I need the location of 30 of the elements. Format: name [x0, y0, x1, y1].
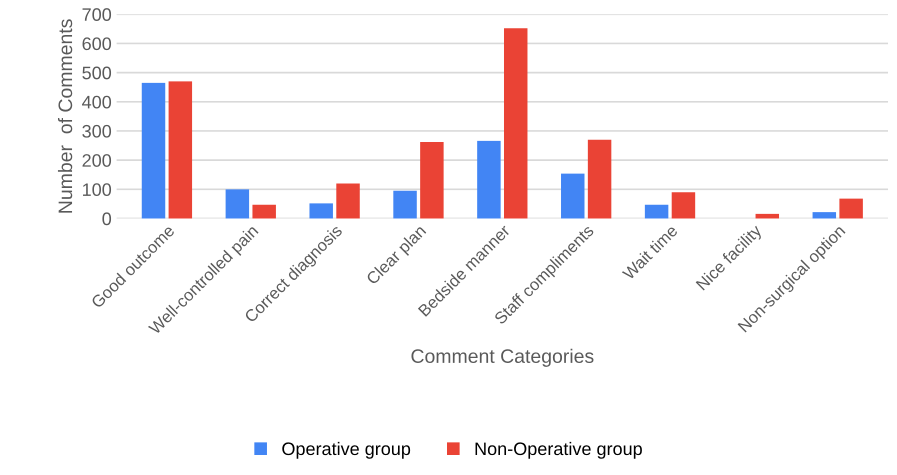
- y-tick-label: 600: [82, 37, 112, 50]
- y-tick-label: 700: [82, 8, 112, 21]
- bar: [588, 140, 612, 218]
- bar: [812, 212, 836, 218]
- legend-label: Non-Operative group: [476, 442, 642, 459]
- y-tick-label: 500: [82, 66, 112, 80]
- y-tick-label: 400: [82, 96, 112, 109]
- bar: [309, 203, 333, 218]
- y-tick-label: 300: [82, 124, 112, 138]
- x-axis-title: Comment Categories: [411, 348, 594, 367]
- bar: [393, 190, 417, 218]
- bar: [644, 204, 668, 218]
- bar: [142, 82, 166, 218]
- bar: [756, 214, 780, 218]
- x-tick-label: Wait time: [621, 224, 678, 281]
- bar: [168, 81, 192, 218]
- y-tick-label: 100: [83, 183, 112, 196]
- legend-label: Operative group: [282, 442, 410, 459]
- y-axis-title: Number of Comments: [58, 19, 72, 213]
- bar: [672, 192, 696, 218]
- bar: [226, 189, 250, 218]
- bar: [477, 140, 501, 218]
- bar: [839, 198, 863, 218]
- bar: [561, 174, 584, 218]
- bar: [420, 142, 444, 218]
- bar: [252, 204, 276, 218]
- y-tick-label: 0: [102, 212, 112, 226]
- bar: [336, 183, 360, 218]
- y-tick-label: 200: [82, 154, 112, 167]
- bar: [504, 28, 528, 218]
